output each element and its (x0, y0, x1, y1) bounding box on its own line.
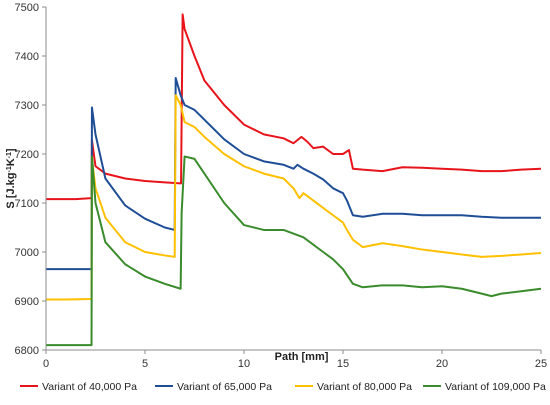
series-line-2 (46, 77, 541, 271)
y-axis-title-part: -1 (6, 166, 13, 172)
y-tick-label: 7300 (15, 100, 39, 112)
x-axis-title: Path [mm] (275, 351, 329, 363)
legend-label-1: Variant of 40,000 Pa (42, 381, 137, 393)
series-line-1 (46, 13, 542, 201)
y-tick-label: 7100 (15, 198, 39, 210)
legend: Variant of 40,000 Pa Variant of 65,000 Pa… (20, 381, 546, 393)
legend-label-3: Variant of 80,000 Pa (317, 381, 412, 393)
y-axis-title-part: ] (5, 148, 17, 152)
legend-label-2: Variant of 65,000 Pa (177, 381, 272, 393)
plot-area (46, 13, 542, 347)
series-line-4 (46, 155, 542, 347)
x-tick-label: 0 (43, 358, 49, 370)
x-tick-label: 15 (337, 358, 349, 370)
series-line-3 (46, 94, 542, 301)
x-tick-label: 10 (238, 358, 250, 370)
y-axis-title: S [J.kg-1K-1] (5, 148, 17, 209)
legend-label-4: Variant of 109,000 Pa (445, 381, 546, 393)
y-tick-label: 7500 (15, 2, 39, 14)
y-axis-title-part: -1 (6, 152, 13, 158)
y-tick-label: 6900 (15, 296, 39, 308)
y-tick-label: 7200 (15, 149, 39, 161)
y-axis: 6800 6900 7000 7100 7200 7300 7400 7500 (15, 2, 47, 357)
x-axis: 0 5 10 15 20 25 (43, 349, 547, 370)
y-tick-label: 6800 (15, 345, 39, 357)
x-tick-label: 25 (535, 358, 547, 370)
y-tick-label: 7400 (15, 51, 39, 63)
y-tick-label: 7000 (15, 247, 39, 259)
x-tick-label: 20 (436, 358, 448, 370)
x-tick-label: 5 (142, 358, 148, 370)
y-axis-title-part: S [J.kg (5, 173, 17, 209)
y-axis-title-part: K (5, 158, 17, 166)
